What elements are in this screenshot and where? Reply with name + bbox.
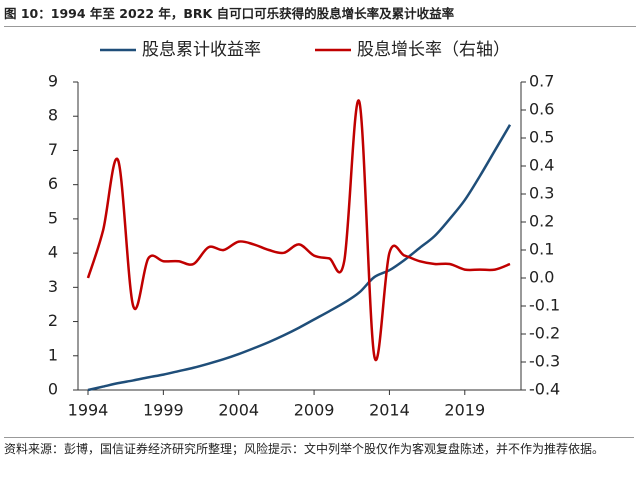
- y-tick-label: 1: [48, 345, 58, 364]
- y-tick-label: 9: [48, 72, 58, 91]
- series-line: [87, 124, 512, 392]
- y2-tick-label: 0.0: [529, 268, 554, 287]
- y-tick-label: 2: [48, 311, 58, 330]
- y2-tick-label: 0.3: [529, 184, 554, 203]
- y2-tick-label: 0.6: [529, 100, 554, 119]
- x-tick-label: 2014: [369, 401, 410, 420]
- legend-label: 股息累计收益率: [142, 40, 261, 60]
- y2-tick-label: 0.1: [529, 240, 554, 259]
- x-tick-label: 2019: [444, 401, 485, 420]
- y2-tick-label: -0.4: [529, 380, 560, 399]
- y2-tick-label: -0.1: [529, 296, 560, 315]
- x-tick-label: 2009: [294, 401, 335, 420]
- y2-tick-label: 0.7: [529, 72, 554, 91]
- y-tick-label: 0: [48, 380, 58, 399]
- x-tick-label: 1994: [68, 401, 109, 420]
- y2-tick-label: -0.2: [529, 324, 560, 343]
- y-tick-label: 4: [48, 243, 58, 262]
- x-tick-label: 1999: [143, 401, 184, 420]
- y2-tick-label: 0.2: [529, 212, 554, 231]
- y-tick-label: 8: [48, 106, 58, 125]
- legend-label: 股息增长率（右轴）: [357, 40, 510, 60]
- y-tick-label: 5: [48, 208, 58, 227]
- y-tick-label: 3: [48, 277, 58, 296]
- chart-title: 图 10：1994 年至 2022 年，BRK 自可口可乐获得的股息增长率及累计…: [4, 3, 636, 27]
- x-tick-label: 2004: [218, 401, 259, 420]
- y2-tick-label: -0.3: [529, 352, 560, 371]
- y2-tick-label: 0.5: [529, 128, 554, 147]
- y-tick-label: 6: [48, 174, 58, 193]
- y2-tick-label: 0.4: [529, 156, 554, 175]
- y-tick-label: 7: [48, 140, 58, 159]
- series-line: [86, 99, 511, 362]
- chart: 0 1 2 3 4 5 6 7 8 9 -0.4 -0.3 -0.2 -0.1 0.0 0.1 0.2 0.3 0.…: [48, 40, 560, 420]
- source-note: 资料来源：彭博，国信证券经济研究所整理；风险提示：文中列举个股仅作为客观复盘陈述…: [4, 437, 634, 459]
